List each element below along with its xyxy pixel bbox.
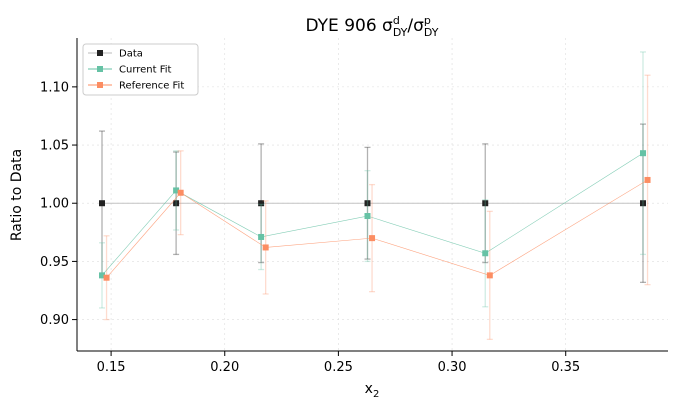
- legend-box: [82, 43, 199, 96]
- data-point: [258, 200, 265, 207]
- y-tick-label: 1.10: [40, 80, 69, 95]
- x-tick-label: 0.30: [438, 360, 467, 375]
- y-ticks: 0.90 0.95 1.00 1.05 1.10: [40, 80, 77, 328]
- series-current-fit: [99, 51, 646, 309]
- data-point: [639, 150, 646, 157]
- x-axis-label: x2: [365, 381, 380, 400]
- chart-title: DYE 906 σd DY/σp DY: [306, 14, 439, 39]
- legend-marker: [97, 66, 103, 72]
- data-point: [177, 189, 184, 196]
- series-line: [101, 152, 644, 276]
- data-point: [99, 200, 106, 207]
- data-point: [173, 187, 180, 194]
- data-point: [482, 200, 489, 207]
- data-point: [644, 176, 651, 183]
- data-point: [99, 272, 106, 279]
- data-point: [482, 250, 489, 257]
- x-ticks: 0.15 0.20 0.25 0.30 0.35: [97, 351, 580, 375]
- series-layer: [99, 51, 651, 341]
- y-tick-label: 0.95: [40, 255, 69, 270]
- legend-label: Reference Fit: [119, 81, 184, 92]
- y-tick-label: 1.00: [40, 197, 69, 212]
- data-point: [258, 233, 265, 240]
- x-tick-label: 0.35: [551, 360, 580, 375]
- data-point: [369, 235, 376, 242]
- x-tick-label: 0.15: [97, 360, 126, 375]
- data-point: [639, 200, 646, 207]
- series-line: [106, 179, 648, 278]
- y-axis-label: Ratio to Data: [9, 149, 25, 241]
- legend-label: Current Fit: [119, 65, 172, 76]
- x-tick-label: 0.25: [324, 360, 353, 375]
- data-point: [103, 274, 110, 281]
- data-point: [364, 213, 371, 220]
- y-tick-label: 0.90: [40, 313, 69, 328]
- legend-marker: [97, 50, 103, 56]
- legend-label: Data: [119, 49, 143, 60]
- legend: Data Current Fit Reference Fit: [82, 43, 199, 96]
- data-point: [262, 244, 269, 251]
- series-reference-fit: [103, 74, 651, 341]
- data-point: [486, 272, 493, 279]
- x-tick-label: 0.20: [210, 360, 239, 375]
- plot-area: 0.15 0.20 0.25 0.30 0.35 0.90 0.95 1.00 1.05 1.1…: [40, 38, 668, 375]
- data-point: [173, 200, 180, 207]
- y-tick-label: 1.05: [40, 139, 69, 154]
- data-point: [364, 200, 371, 207]
- legend-marker: [97, 82, 103, 88]
